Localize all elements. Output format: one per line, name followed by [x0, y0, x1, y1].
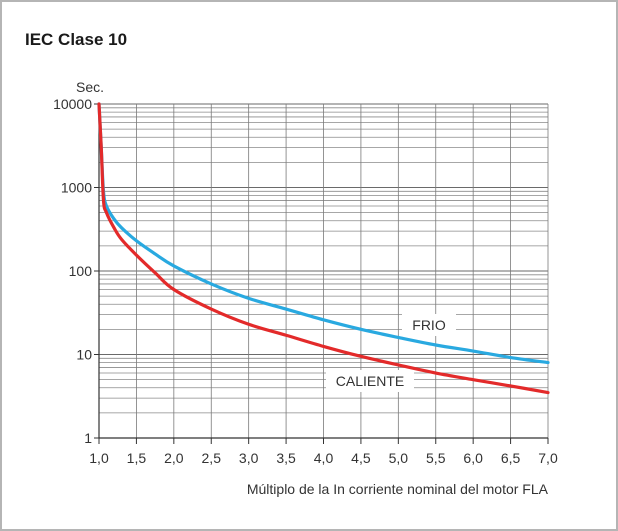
- x-tick-label: 7,0: [538, 450, 558, 466]
- x-tick-label: 3,0: [239, 450, 259, 466]
- x-tick-label: 3,5: [276, 450, 296, 466]
- y-tick-label: 10000: [53, 96, 92, 112]
- x-axis-label: Múltiplo de la In corriente nominal del …: [247, 481, 549, 497]
- series-lines: [97, 102, 550, 395]
- y-tick-label: 1: [84, 430, 92, 446]
- axes: 1,0 1,5 2,0 2,5 3,0 3,5 4,0 4,5 5,0 5,5 6,0 6,5 7,0 1…: [53, 96, 558, 466]
- x-tick-label: 6,5: [501, 450, 521, 466]
- x-tick-label: 4,0: [314, 450, 334, 466]
- series-line-frio: [97, 102, 550, 365]
- x-tick-label: 6,0: [463, 450, 483, 466]
- series-label-bg-caliente: [326, 370, 414, 392]
- series-labels: FRIO CALIENTE: [326, 314, 456, 392]
- x-tick-label: 5,0: [389, 450, 409, 466]
- x-tick-label: 2,5: [202, 450, 222, 466]
- chart-title: IEC Clase 10: [25, 30, 128, 49]
- x-tick-label: 5,5: [426, 450, 446, 466]
- y-tick-label: 10: [76, 347, 92, 363]
- x-tick-label: 1,0: [89, 450, 109, 466]
- series-label-frio: FRIO: [412, 317, 446, 333]
- series-label-caliente: CALIENTE: [336, 373, 404, 389]
- x-tick-label: 4,5: [351, 450, 371, 466]
- series-line-caliente: [97, 102, 550, 395]
- y-tick-label: 1000: [61, 180, 92, 196]
- series-label-bg-frio: [402, 314, 456, 336]
- y-axis-label: Sec.: [76, 79, 104, 95]
- y-tick-label: 100: [69, 263, 93, 279]
- grid: [98, 103, 549, 439]
- x-tick-label: 2,0: [164, 450, 184, 466]
- x-tick-label: 1,5: [127, 450, 147, 466]
